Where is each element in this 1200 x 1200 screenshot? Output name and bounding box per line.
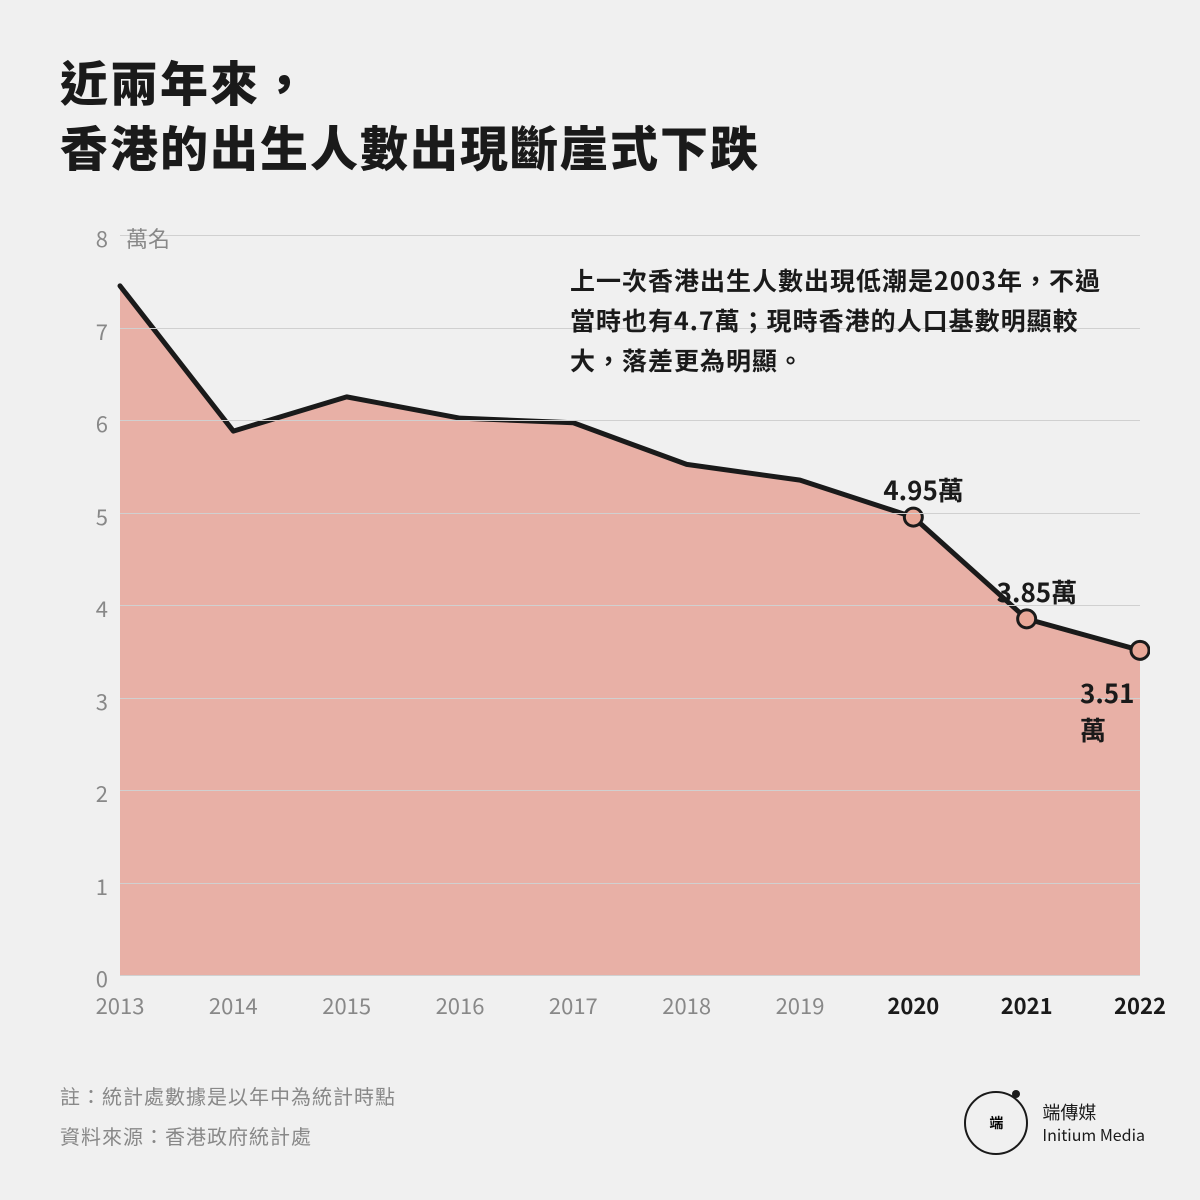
x-tick-label: 2018 — [662, 989, 711, 1021]
logo-name-en: Initium Media — [1042, 1124, 1145, 1145]
y-tick-label: 4 — [78, 592, 108, 624]
logo-name-cn: 端傳媒 — [1042, 1101, 1145, 1124]
publisher-logo: 端 端傳媒 Initium Media — [964, 1091, 1145, 1155]
data-marker — [1018, 610, 1036, 628]
y-tick-label: 6 — [78, 407, 108, 439]
y-tick-label: 2 — [78, 777, 108, 809]
x-tick-label: 2016 — [436, 989, 485, 1021]
chart-title: 近兩年來， 香港的出生人數出現斷崖式下跌 — [60, 48, 760, 178]
gridline — [120, 235, 1140, 236]
gridline — [120, 698, 1140, 699]
y-tick-label: 1 — [78, 870, 108, 902]
data-label: 4.95萬 — [883, 471, 963, 508]
y-tick-label: 5 — [78, 500, 108, 532]
gridline — [120, 605, 1140, 606]
x-tick-label: 2022 — [1114, 989, 1166, 1021]
x-tick-label: 2021 — [1001, 989, 1053, 1021]
chart-annotation: 上一次香港出生人數出現低潮是2003年，不過當時也有4.7萬；現時香港的人口基數… — [570, 260, 1110, 380]
title-line-2: 香港的出生人數出現斷崖式下跌 — [60, 110, 760, 180]
y-tick-label: 8 — [78, 222, 108, 254]
gridline — [120, 975, 1140, 976]
x-tick-label: 2015 — [322, 989, 371, 1021]
data-label: 3.85萬 — [997, 573, 1077, 610]
footer-note: 註：統計處數據是以年中為統計時點 — [60, 1081, 396, 1110]
y-axis-unit: 萬名 — [126, 222, 170, 254]
y-tick-label: 3 — [78, 685, 108, 717]
x-tick-label: 2020 — [887, 989, 939, 1021]
gridline — [120, 420, 1140, 421]
gridline — [120, 883, 1140, 884]
logo-text: 端傳媒 Initium Media — [1042, 1101, 1145, 1145]
x-tick-label: 2019 — [776, 989, 825, 1021]
x-tick-label: 2014 — [209, 989, 258, 1021]
logo-icon: 端 — [964, 1091, 1028, 1155]
data-marker — [904, 508, 922, 526]
y-tick-label: 7 — [78, 315, 108, 347]
footer-source: 資料來源：香港政府統計處 — [60, 1121, 312, 1150]
data-marker — [1131, 641, 1149, 659]
gridline — [120, 513, 1140, 514]
gridline — [120, 790, 1140, 791]
x-tick-label: 2017 — [549, 989, 598, 1021]
area-fill — [120, 286, 1140, 975]
data-label: 3.51萬 — [1080, 674, 1150, 748]
x-tick-label: 2013 — [96, 989, 145, 1021]
title-line-1: 近兩年來， — [60, 45, 310, 115]
